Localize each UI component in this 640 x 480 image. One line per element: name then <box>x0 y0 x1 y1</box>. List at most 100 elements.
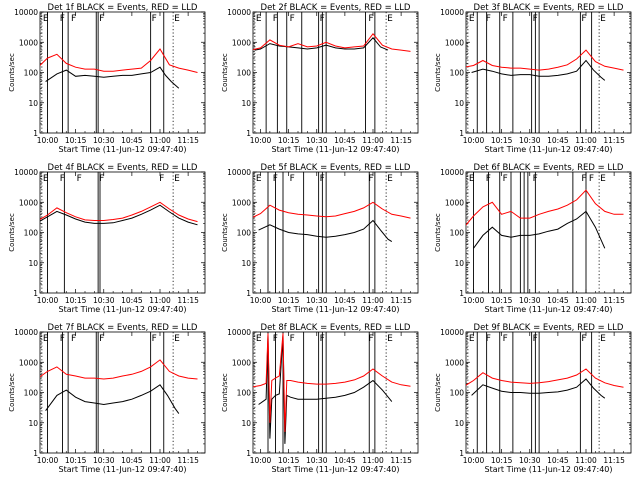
x-tick-label: 10:00 <box>463 456 485 465</box>
interval-marker: F <box>99 334 104 344</box>
lld-rate-line <box>466 49 624 71</box>
plot-frame <box>39 331 206 454</box>
interval-marker: F <box>581 174 586 184</box>
interval-marker: F <box>503 174 508 184</box>
x-tick-label: 10:15 <box>491 136 513 145</box>
interval-marker: E <box>600 174 606 184</box>
y-tick-label: 10000 <box>440 8 464 17</box>
interval-marker: F <box>368 174 373 184</box>
y-tick-label: 10 <box>241 99 251 108</box>
interval-marker: E <box>43 174 49 184</box>
x-tick-label: 10:30 <box>306 136 328 145</box>
x-axis-label: Start Time (11-Jun-12 09:47:40) <box>272 305 400 314</box>
interval-marker: F <box>60 174 65 184</box>
x-tick-label: 10:00 <box>250 136 272 145</box>
interval-marker: F <box>273 14 278 24</box>
interval-marker: E <box>174 14 180 24</box>
x-tick-label: 10:00 <box>463 136 485 145</box>
interval-marker: F <box>320 14 325 24</box>
y-axis-label: Counts/sec <box>434 53 442 92</box>
interval-marker: E <box>43 334 49 344</box>
interval-marker: E <box>256 14 262 24</box>
y-tick-label: 1 <box>459 449 464 458</box>
interval-marker: F <box>77 174 82 184</box>
interval-marker: E <box>600 334 606 344</box>
events-rate-line <box>254 37 389 51</box>
x-tick-label: 10:00 <box>37 456 59 465</box>
events-rate-line <box>471 378 606 399</box>
interval-marker: F <box>71 14 76 24</box>
interval-marker: E <box>387 14 393 24</box>
x-tick-label: 10:15 <box>65 456 87 465</box>
y-tick-label: 100 <box>450 389 465 398</box>
y-tick-label: 1000 <box>19 198 38 207</box>
y-axis-label: Counts/sec <box>434 373 442 412</box>
x-tick-label: 11:15 <box>177 296 199 305</box>
x-tick-label: 10:45 <box>121 296 143 305</box>
interval-marker: F <box>533 334 538 344</box>
interval-marker: F <box>533 174 538 184</box>
lld-rate-line <box>253 333 411 432</box>
x-axis-label: Start Time (11-Jun-12 09:47:40) <box>59 305 187 314</box>
detector-panel: 1 10 100 1000 10000 10:00 10:15 10:30 10:45 11:00… <box>221 3 419 154</box>
interval-marker: F <box>71 334 76 344</box>
x-tick-label: 10:45 <box>547 456 569 465</box>
detector-panel: 1 10 100 1000 10000 10:00 10:15 10:30 10:45 11:00… <box>8 163 206 314</box>
x-axis-label: Start Time (11-Jun-12 09:47:40) <box>59 145 187 154</box>
y-tick-label: 1000 <box>19 358 38 367</box>
events-rate-line <box>258 334 393 444</box>
x-axis-label: Start Time (11-Jun-12 09:47:40) <box>485 145 613 154</box>
x-tick-label: 11:15 <box>603 136 625 145</box>
y-tick-label: 1 <box>246 129 251 138</box>
interval-marker: E <box>387 174 393 184</box>
events-rate-line <box>45 384 180 414</box>
x-axis-label: Start Time (11-Jun-12 09:47:40) <box>59 465 187 474</box>
events-rate-line <box>258 219 393 243</box>
y-tick-label: 10000 <box>227 168 251 177</box>
y-axis-label: Counts/sec <box>8 373 16 412</box>
y-tick-label: 1 <box>459 129 464 138</box>
y-tick-label: 1 <box>246 289 251 298</box>
interval-marker: F <box>99 174 104 184</box>
interval-marker: F <box>486 174 491 184</box>
x-tick-label: 10:15 <box>491 296 513 305</box>
y-axis-label: Counts/sec <box>221 213 229 252</box>
detector-panel: 1 10 100 1000 10000 10:00 10:15 10:30 10:45 11:00… <box>434 323 632 474</box>
x-tick-label: 10:30 <box>519 456 541 465</box>
x-tick-label: 11:00 <box>362 456 384 465</box>
x-tick-label: 11:15 <box>603 296 625 305</box>
y-tick-label: 100 <box>237 389 252 398</box>
interval-marker: E <box>43 14 49 24</box>
x-tick-label: 10:15 <box>278 456 300 465</box>
y-tick-label: 1000 <box>19 38 38 47</box>
interval-marker: E <box>600 14 606 24</box>
x-axis-label: Start Time (11-Jun-12 09:47:40) <box>485 305 613 314</box>
y-tick-label: 100 <box>24 389 39 398</box>
interval-marker: F <box>60 334 65 344</box>
interval-marker: F <box>533 14 538 24</box>
y-tick-label: 1000 <box>445 38 464 47</box>
x-tick-label: 10:45 <box>121 136 143 145</box>
panel-title: Det 3f BLACK = Events, RED = LLD <box>474 3 624 13</box>
x-tick-label: 11:15 <box>390 296 412 305</box>
y-tick-label: 10 <box>28 259 38 268</box>
y-tick-label: 10 <box>28 99 38 108</box>
x-tick-label: 11:00 <box>149 136 171 145</box>
interval-marker: F <box>159 174 164 184</box>
interval-marker: F <box>60 14 65 24</box>
y-tick-label: 1000 <box>445 198 464 207</box>
lld-rate-line <box>253 201 411 219</box>
interval-marker: E <box>174 334 180 344</box>
interval-marker: E <box>174 174 180 184</box>
events-rate-line <box>40 204 198 226</box>
x-tick-label: 11:00 <box>362 296 384 305</box>
y-tick-label: 1 <box>246 449 251 458</box>
y-tick-label: 10 <box>28 419 38 428</box>
x-axis-label: Start Time (11-Jun-12 09:47:40) <box>485 465 613 474</box>
detector-panel: 1 10 100 1000 10000 10:00 10:15 10:30 10:45 11:00… <box>221 163 419 314</box>
interval-marker: F <box>589 174 594 184</box>
y-tick-label: 100 <box>24 69 39 78</box>
x-tick-label: 10:45 <box>334 456 356 465</box>
x-tick-label: 11:00 <box>149 456 171 465</box>
y-tick-label: 10 <box>454 259 464 268</box>
